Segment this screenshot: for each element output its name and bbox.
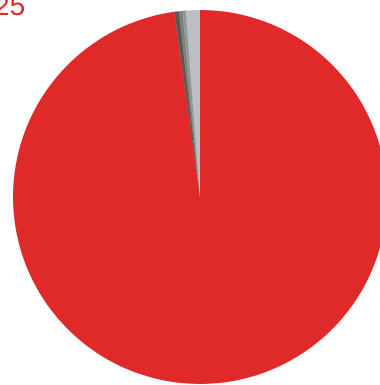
top-label: 25 bbox=[0, 0, 26, 21]
pie-slice-3 bbox=[178, 10, 200, 197]
pie-slice-5 bbox=[185, 10, 200, 197]
pie-slice-2 bbox=[174, 11, 200, 197]
pie-slices bbox=[13, 10, 380, 384]
pie-slice-1 bbox=[13, 10, 380, 384]
pie-slice-4 bbox=[182, 10, 200, 197]
